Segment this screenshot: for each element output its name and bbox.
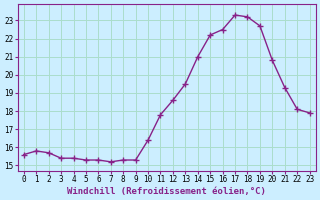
X-axis label: Windchill (Refroidissement éolien,°C): Windchill (Refroidissement éolien,°C) [67, 187, 266, 196]
